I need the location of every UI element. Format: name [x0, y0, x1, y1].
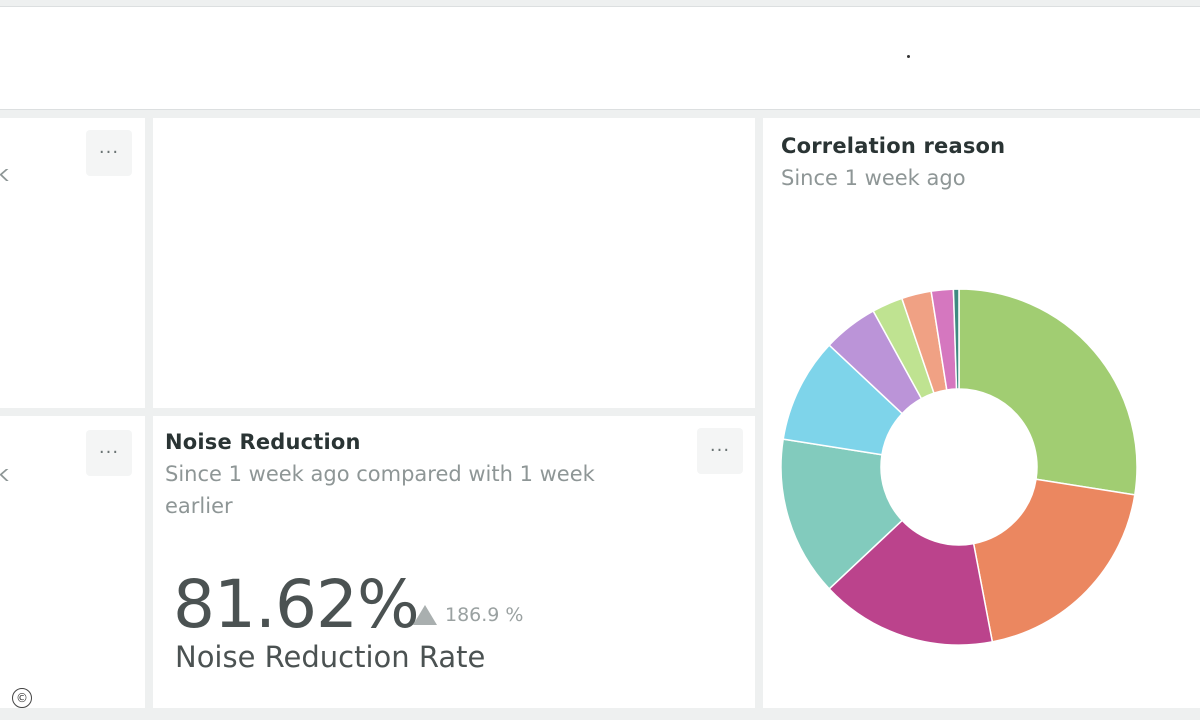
correlation-reason-card: Correlation reason Since 1 week ago [763, 118, 1200, 708]
noise-reduction-delta-value: 186.9 % [445, 604, 524, 626]
donut-hole [881, 389, 1037, 545]
left-bottom-card-subtitle-fragment: k [0, 462, 9, 487]
top-bar [0, 6, 1200, 110]
correlation-reason-title: Correlation reason [781, 134, 1006, 158]
left-top-card-more-button[interactable]: ··· [86, 130, 132, 176]
noise-reduction-subtitle-line1: Since 1 week ago compared with 1 week [165, 462, 595, 486]
top-bar-dot [907, 55, 910, 58]
noise-reduction-subtitle-line2: earlier [165, 494, 233, 518]
correlation-reason-donut-chart [780, 288, 1138, 646]
noise-reduction-value: 81.62% [173, 566, 420, 643]
left-top-card: k ··· [0, 118, 145, 408]
noise-reduction-card: Noise Reduction Since 1 week ago compare… [153, 416, 755, 708]
left-bottom-card-more-button[interactable]: ··· [86, 430, 132, 476]
left-bottom-card: k ··· [0, 416, 145, 708]
noise-reduction-metric-label: Noise Reduction Rate [175, 640, 486, 674]
noise-reduction-delta: 186.9 % [413, 604, 524, 626]
triangle-up-icon [413, 605, 437, 625]
noise-reduction-more-button[interactable]: ··· [697, 428, 743, 474]
correlation-reason-subtitle: Since 1 week ago [781, 166, 966, 190]
noise-reduction-title: Noise Reduction [165, 430, 361, 454]
middle-top-card [153, 118, 755, 408]
copyright-icon: © [12, 688, 32, 708]
left-top-card-subtitle-fragment: k [0, 162, 9, 187]
